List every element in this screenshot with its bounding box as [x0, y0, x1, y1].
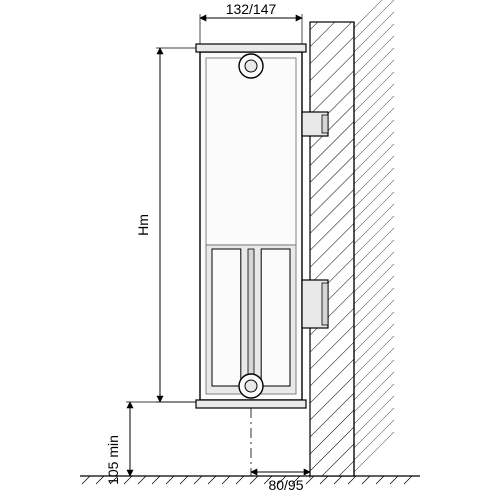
wall-section	[310, 22, 354, 476]
radiator-body	[196, 44, 306, 408]
dim-height-label: Hm	[135, 214, 151, 236]
dim-floor-gap-label: 105 min	[105, 435, 121, 485]
dim-wall-offset-label: 80/95	[268, 477, 303, 493]
dim-top-width-label: 132/147	[226, 1, 277, 17]
